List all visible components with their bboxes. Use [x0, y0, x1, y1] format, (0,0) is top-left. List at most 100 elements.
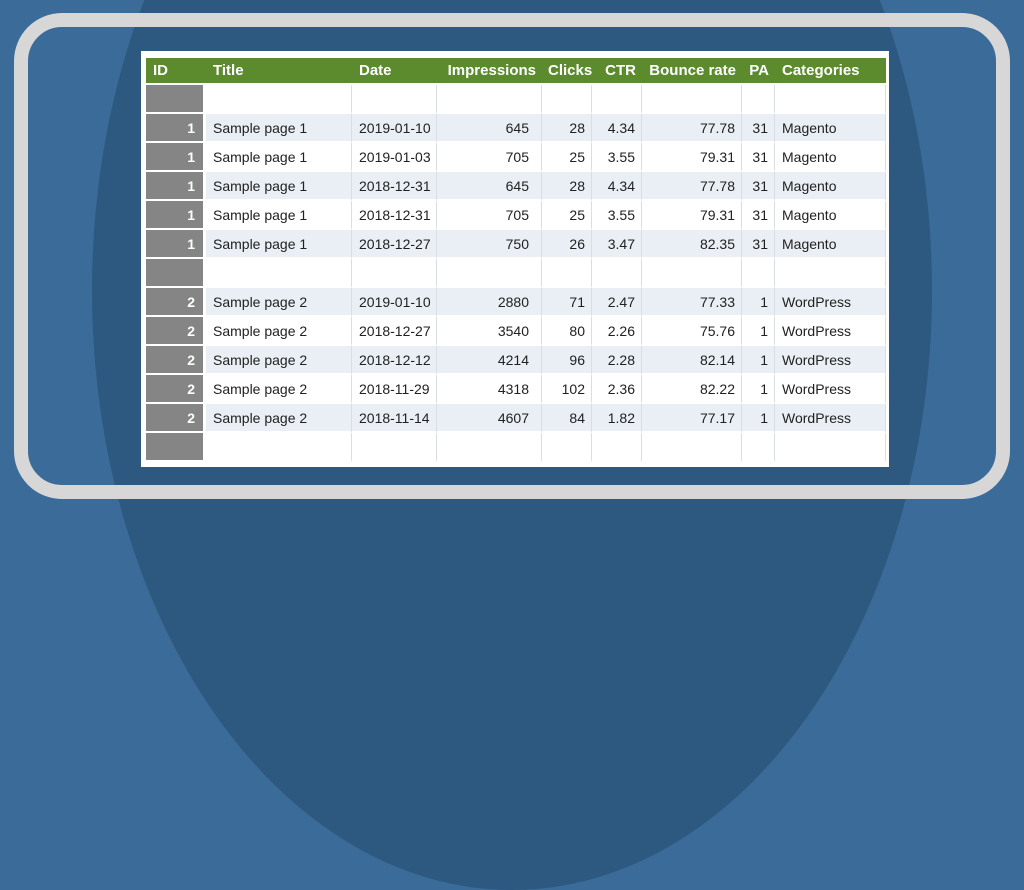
- cell-bounce_rate: 82.22: [642, 375, 742, 404]
- cell-id: 1: [146, 230, 206, 259]
- table-row: 1 Sample page 1 2019-01-03 705 25 3.55 79.31 31…: [146, 143, 886, 172]
- cell-bounce_rate: 79.31: [642, 143, 742, 172]
- cell-impressions: 750: [437, 230, 542, 259]
- table-row: 1 Sample page 1 2019-01-10 645 28 4.34 77.78 31…: [146, 114, 886, 143]
- cell-date: 2018-12-31: [352, 201, 437, 230]
- cell-categories: WordPress: [775, 346, 886, 375]
- column-header-bounce_rate: Bounce rate: [642, 58, 742, 85]
- spacer-row: [146, 85, 886, 114]
- cell-title: Sample page 2: [206, 375, 352, 404]
- table-row: 1 Sample page 1 2018-12-31 645 28 4.34 77.78 31…: [146, 172, 886, 201]
- cell-categories: WordPress: [775, 375, 886, 404]
- cell-id: 2: [146, 317, 206, 346]
- cell-ctr: 2.26: [592, 317, 642, 346]
- cell-pa: [742, 85, 775, 114]
- cell-clicks: 80: [542, 317, 592, 346]
- cell-bounce_rate: 77.17: [642, 404, 742, 433]
- cell-clicks: [542, 259, 592, 288]
- frame-border: [14, 13, 1010, 499]
- cell-title: [206, 259, 352, 288]
- cell-id: 2: [146, 346, 206, 375]
- cell-pa: 1: [742, 317, 775, 346]
- cell-date: [352, 259, 437, 288]
- column-header-categories: Categories: [775, 58, 886, 85]
- cell-ctr: 3.55: [592, 143, 642, 172]
- cell-impressions: 645: [437, 114, 542, 143]
- cell-ctr: 2.28: [592, 346, 642, 375]
- cell-impressions: [437, 433, 542, 462]
- cell-categories: Magento: [775, 230, 886, 259]
- cell-id: 1: [146, 114, 206, 143]
- cell-clicks: 71: [542, 288, 592, 317]
- cell-title: Sample page 1: [206, 201, 352, 230]
- cell-date: [352, 85, 437, 114]
- spacer-row: [146, 433, 886, 462]
- cell-title: Sample page 1: [206, 172, 352, 201]
- column-header-impressions: Impressions: [437, 58, 542, 85]
- cell-date: 2019-01-10: [352, 288, 437, 317]
- cell-id: [146, 85, 206, 114]
- cell-ctr: 2.36: [592, 375, 642, 404]
- cell-id: 2: [146, 404, 206, 433]
- table-row: 2 Sample page 2 2018-11-14 4607 84 1.82 77.17 1…: [146, 404, 886, 433]
- cell-categories: Magento: [775, 114, 886, 143]
- cell-bounce_rate: [642, 433, 742, 462]
- cell-clicks: 28: [542, 114, 592, 143]
- cell-ctr: 4.34: [592, 172, 642, 201]
- table-body: 1 Sample page 1 2019-01-10 645 28 4.34 77.78 31…: [146, 85, 886, 462]
- cell-ctr: 3.55: [592, 201, 642, 230]
- table-header: ID Title Date Impressions Clicks CTR Bounce ra…: [146, 58, 886, 85]
- cell-title: Sample page 2: [206, 404, 352, 433]
- cell-categories: [775, 85, 886, 114]
- cell-clicks: 96: [542, 346, 592, 375]
- spacer-row: [146, 259, 886, 288]
- cell-impressions: 4214: [437, 346, 542, 375]
- cell-impressions: 3540: [437, 317, 542, 346]
- cell-ctr: [592, 85, 642, 114]
- column-header-pa: PA: [742, 58, 775, 85]
- cell-title: Sample page 2: [206, 346, 352, 375]
- cell-bounce_rate: 75.76: [642, 317, 742, 346]
- cell-id: 1: [146, 172, 206, 201]
- cell-date: 2018-11-29: [352, 375, 437, 404]
- cell-date: 2019-01-03: [352, 143, 437, 172]
- cell-id: 2: [146, 375, 206, 404]
- cell-title: Sample page 1: [206, 114, 352, 143]
- cell-clicks: 25: [542, 143, 592, 172]
- cell-impressions: 4607: [437, 404, 542, 433]
- cell-categories: Magento: [775, 172, 886, 201]
- cell-title: Sample page 1: [206, 230, 352, 259]
- column-header-date: Date: [352, 58, 437, 85]
- cell-id: 1: [146, 143, 206, 172]
- cell-title: Sample page 2: [206, 317, 352, 346]
- cell-date: 2018-12-31: [352, 172, 437, 201]
- cell-date: 2018-12-27: [352, 317, 437, 346]
- cell-date: 2018-12-12: [352, 346, 437, 375]
- cell-title: [206, 433, 352, 462]
- cell-clicks: 28: [542, 172, 592, 201]
- cell-categories: Magento: [775, 143, 886, 172]
- cell-categories: WordPress: [775, 404, 886, 433]
- cell-date: 2019-01-10: [352, 114, 437, 143]
- cell-pa: [742, 259, 775, 288]
- cell-bounce_rate: [642, 85, 742, 114]
- cell-categories: [775, 433, 886, 462]
- cell-clicks: 25: [542, 201, 592, 230]
- table-row: 2 Sample page 2 2019-01-10 2880 71 2.47 77.33 1…: [146, 288, 886, 317]
- page: { "colors": { "background": "#3a6b99", "…: [14, 0, 1010, 890]
- cell-id: [146, 259, 206, 288]
- cell-title: [206, 85, 352, 114]
- cell-date: 2018-11-14: [352, 404, 437, 433]
- cell-clicks: 26: [542, 230, 592, 259]
- table-row: 1 Sample page 1 2018-12-27 750 26 3.47 82.35 31…: [146, 230, 886, 259]
- table-row: 2 Sample page 2 2018-11-29 4318 102 2.36 82.22…: [146, 375, 886, 404]
- column-header-ctr: CTR: [592, 58, 642, 85]
- cell-bounce_rate: 82.14: [642, 346, 742, 375]
- cell-pa: 31: [742, 230, 775, 259]
- table-row: 2 Sample page 2 2018-12-27 3540 80 2.26 75.76 1…: [146, 317, 886, 346]
- column-header-id: ID: [146, 58, 206, 85]
- data-table: ID Title Date Impressions Clicks CTR Bounce ra…: [146, 58, 886, 462]
- cell-clicks: 84: [542, 404, 592, 433]
- cell-id: 1: [146, 201, 206, 230]
- cell-clicks: [542, 433, 592, 462]
